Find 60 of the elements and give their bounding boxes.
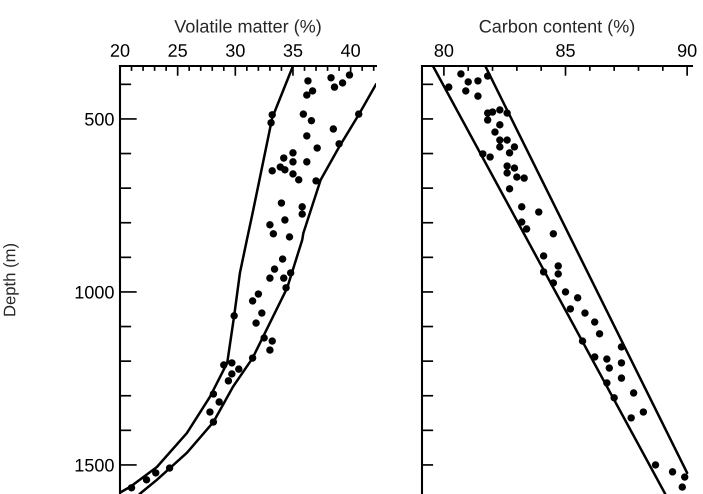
point <box>506 185 514 193</box>
x-axis-title: Carbon content (%) <box>480 19 634 36</box>
point <box>506 149 514 157</box>
point <box>618 359 626 367</box>
point <box>554 262 562 270</box>
point <box>496 121 504 128</box>
point <box>513 173 521 181</box>
point <box>474 77 482 85</box>
point <box>486 153 494 161</box>
point <box>581 309 589 317</box>
point <box>550 230 558 238</box>
point <box>628 414 635 422</box>
point <box>652 461 660 469</box>
point <box>554 270 562 278</box>
point <box>496 143 504 151</box>
point <box>630 389 638 397</box>
point <box>562 288 570 296</box>
point <box>522 225 530 233</box>
y-tick-label: 1000 <box>76 286 114 299</box>
point <box>618 374 626 382</box>
point <box>457 70 465 78</box>
x-tick-label: 85 <box>556 44 575 57</box>
point <box>566 305 574 313</box>
point <box>462 87 470 95</box>
x-axis-title: Volatile matter (%) <box>174 19 321 36</box>
y-axis-title: Depth (m) <box>3 244 19 316</box>
x-tick-label: 80 <box>434 44 454 57</box>
point <box>518 203 526 210</box>
x-tick-label: 25 <box>168 44 187 57</box>
point <box>503 162 511 170</box>
x-tick-label: 35 <box>284 44 302 57</box>
point <box>503 169 511 177</box>
y-tick-label: 500 <box>85 112 114 126</box>
point <box>488 108 496 116</box>
point <box>668 468 676 476</box>
point <box>535 208 542 216</box>
x-tick-label: 30 <box>226 44 245 57</box>
point <box>591 318 598 326</box>
point <box>510 164 518 172</box>
point <box>474 92 482 100</box>
point <box>503 136 511 144</box>
point <box>496 136 504 144</box>
point <box>574 294 582 302</box>
point <box>464 78 472 86</box>
point <box>603 355 611 363</box>
point <box>491 128 499 136</box>
point <box>510 143 518 151</box>
x-tick-label: 20 <box>110 44 130 57</box>
point <box>606 364 613 372</box>
point <box>520 174 528 182</box>
point <box>496 106 504 114</box>
x-tick-label: 40 <box>341 44 360 57</box>
point <box>678 483 686 491</box>
point <box>640 408 648 416</box>
point <box>596 330 604 338</box>
point <box>681 473 688 481</box>
point <box>484 116 492 124</box>
point <box>540 252 548 260</box>
y-tick-label: 1500 <box>76 458 114 472</box>
x-tick-label: 90 <box>678 44 696 57</box>
